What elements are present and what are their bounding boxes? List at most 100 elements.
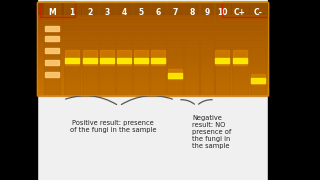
Bar	[37, 18, 268, 21]
Text: 7: 7	[172, 8, 178, 17]
Bar	[37, 58, 268, 61]
Bar	[82, 2, 98, 95]
Bar	[37, 23, 268, 26]
Text: 6: 6	[156, 8, 161, 17]
Bar	[37, 25, 268, 28]
Bar	[37, 48, 268, 51]
Bar	[37, 7, 268, 10]
Bar	[37, 21, 268, 23]
Bar	[45, 60, 59, 64]
Bar	[37, 74, 268, 77]
Bar	[37, 14, 268, 16]
Bar	[37, 44, 268, 47]
Bar	[37, 88, 268, 91]
Bar	[83, 57, 97, 62]
Bar	[37, 2, 268, 14]
Bar	[37, 39, 268, 42]
Bar	[134, 57, 148, 62]
Bar	[233, 50, 247, 64]
Bar	[150, 2, 166, 95]
Bar	[37, 90, 268, 93]
Text: 1: 1	[69, 8, 75, 17]
Bar	[37, 9, 268, 12]
Bar	[37, 16, 268, 19]
Bar	[37, 79, 268, 82]
Text: 8: 8	[189, 8, 195, 17]
Bar	[37, 76, 268, 79]
Bar	[37, 2, 268, 5]
Bar	[199, 2, 215, 95]
Bar	[233, 57, 247, 62]
Bar	[40, 2, 75, 17]
Bar	[117, 57, 131, 62]
Bar	[268, 0, 320, 180]
Bar	[151, 50, 165, 64]
Bar	[37, 28, 268, 30]
Bar	[45, 71, 59, 76]
Bar	[184, 2, 200, 95]
Bar	[214, 2, 230, 95]
Bar	[37, 53, 268, 56]
Bar	[37, 65, 268, 68]
Bar	[168, 73, 182, 78]
Bar	[44, 2, 60, 95]
Bar	[99, 2, 115, 95]
Text: Negative
result: NO
presence of
the fungi in
the sample: Negative result: NO presence of the fung…	[192, 115, 231, 149]
Bar	[37, 4, 268, 7]
Bar	[37, 30, 268, 33]
Bar	[37, 35, 268, 37]
Bar	[65, 50, 79, 64]
Bar	[133, 2, 149, 95]
Bar	[37, 37, 268, 40]
Text: 4: 4	[121, 8, 127, 17]
Bar	[37, 55, 268, 58]
Bar	[37, 2, 268, 95]
Bar	[37, 83, 268, 86]
Bar	[215, 57, 229, 62]
Text: 2: 2	[87, 8, 92, 17]
Bar	[168, 69, 182, 78]
Bar	[37, 60, 268, 63]
Bar	[167, 2, 183, 95]
Bar	[45, 26, 59, 30]
Bar	[37, 32, 268, 35]
Text: 10: 10	[217, 8, 227, 17]
Text: 9: 9	[204, 8, 210, 17]
Text: M: M	[48, 8, 56, 17]
Bar	[100, 50, 114, 64]
Bar	[251, 78, 265, 82]
Bar	[83, 50, 97, 64]
Bar	[65, 57, 79, 62]
Bar	[37, 62, 268, 65]
Bar	[134, 50, 148, 64]
Bar	[37, 67, 268, 70]
Bar	[232, 2, 248, 95]
Bar	[37, 93, 268, 96]
Bar	[37, 81, 268, 84]
Text: C-: C-	[253, 8, 262, 17]
Bar	[37, 11, 268, 14]
Bar	[37, 86, 268, 89]
Bar	[37, 42, 268, 44]
Bar	[37, 72, 268, 75]
Bar	[37, 51, 268, 54]
Bar	[45, 48, 59, 53]
Text: 5: 5	[139, 8, 144, 17]
Bar	[45, 35, 59, 40]
Bar	[215, 50, 229, 64]
Text: Positive result: presence
of the fungi in the sample: Positive result: presence of the fungi i…	[70, 120, 156, 133]
Bar	[37, 69, 268, 72]
Bar	[116, 2, 132, 95]
Bar	[222, 2, 268, 17]
Bar	[64, 2, 80, 95]
Bar	[251, 73, 265, 84]
Bar	[117, 50, 131, 64]
Text: 3: 3	[104, 8, 110, 17]
Bar	[0, 0, 37, 180]
Bar	[250, 2, 266, 95]
Bar	[151, 57, 165, 62]
Bar	[100, 57, 114, 62]
Bar	[37, 46, 268, 49]
Text: C+: C+	[234, 8, 246, 17]
Bar	[37, 2, 268, 95]
